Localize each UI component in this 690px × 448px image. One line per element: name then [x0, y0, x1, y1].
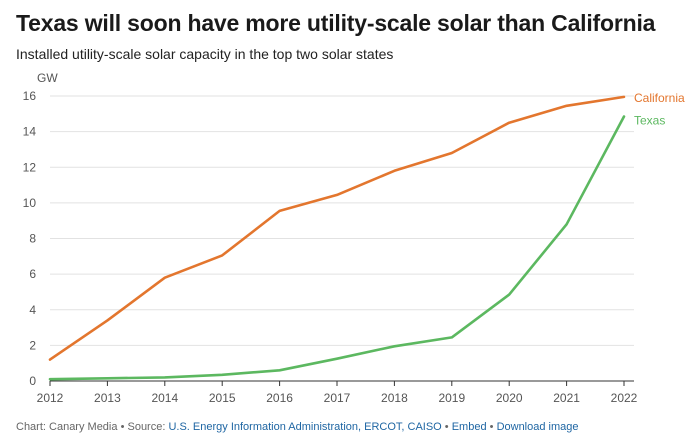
y-tick-label: 10: [23, 196, 37, 210]
y-tick-label: 14: [23, 125, 37, 139]
series-labels: California Texas: [634, 91, 685, 128]
credit-text: Chart: Canary Media: [16, 421, 118, 433]
series-line-california: [48, 95, 626, 361]
y-tick-label: 8: [29, 232, 36, 246]
source-link[interactable]: U.S. Energy Information Administration, …: [168, 421, 442, 433]
x-tick-label: 2012: [37, 391, 64, 405]
source-prefix: Source:: [127, 421, 166, 433]
y-tick-label: 16: [23, 89, 37, 103]
x-tick-label: 2020: [496, 391, 523, 405]
gridlines: [50, 95, 634, 382]
x-tick-label: 2013: [94, 391, 121, 405]
series-line-texas: [48, 115, 626, 381]
footer-separator: •: [444, 421, 449, 433]
x-tick-label: 2021: [553, 391, 580, 405]
x-tick-label: 2017: [324, 391, 351, 405]
x-tick-label: 2014: [151, 391, 178, 405]
download-image-link[interactable]: Download image: [496, 421, 579, 433]
chart-title: Texas will soon have more utility-scale …: [16, 10, 656, 36]
x-tick-label: 2022: [611, 391, 638, 405]
y-tick-label: 4: [29, 303, 36, 317]
y-axis-ticks: GW 0 2 4 6 8 10 12 14 16: [23, 71, 59, 388]
x-tick-label: 2018: [381, 391, 408, 405]
series-lines: [48, 95, 626, 381]
chart-subtitle: Installed utility-scale solar capacity i…: [16, 46, 394, 62]
series-label-california: California: [634, 91, 685, 105]
chart-footer: Chart: Canary Media • Source: U.S. Energ…: [16, 421, 579, 433]
series-label-texas: Texas: [634, 113, 665, 127]
y-tick-label: 12: [23, 160, 37, 174]
embed-link[interactable]: Embed: [451, 421, 487, 433]
y-tick-label: 0: [29, 374, 36, 388]
footer-separator: •: [120, 421, 125, 433]
y-tick-label: 6: [29, 267, 36, 281]
x-axis-ticks: 2012 2013 2014 2015 2016 2017 2018 2019 2020 2021…: [37, 381, 638, 405]
footer-separator: •: [489, 421, 494, 433]
y-axis-unit-label: GW: [37, 71, 58, 85]
x-tick-label: 2016: [266, 391, 293, 405]
x-tick-label: 2019: [438, 391, 465, 405]
y-tick-label: 2: [29, 338, 36, 352]
x-tick-label: 2015: [209, 391, 236, 405]
